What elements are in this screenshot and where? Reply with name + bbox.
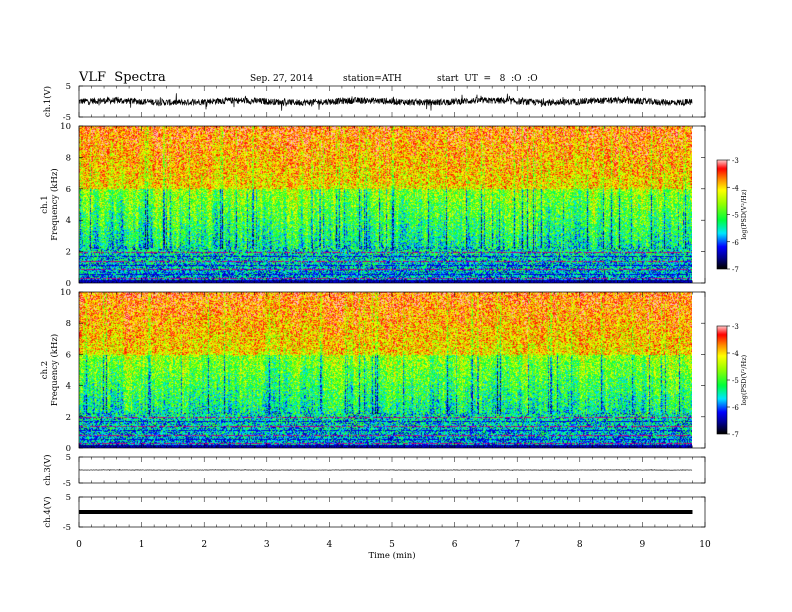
ch1-spectrogram-colorbar (717, 160, 727, 269)
ch1-spectrogram-colorbar-label: -4 (732, 184, 739, 192)
plot-title: VLF Spectra (79, 70, 166, 85)
x-tick-label: 7 (514, 540, 520, 550)
ch2-spectrogram-y-tick-label: 8 (66, 319, 71, 329)
station-label: station=ATH (343, 74, 402, 84)
ch2-spectrogram-y-tick-label: 4 (66, 382, 71, 392)
ch1-waveform-y-tick-label: 5 (66, 82, 71, 92)
ch2-spectrogram-colorbar-label: -5 (732, 377, 739, 385)
ch3-waveform-ylabel: ch.3(V) (42, 454, 53, 485)
ch3-waveform-y-tick-label: 5 (66, 453, 71, 463)
ch1-spectrogram-colorbar-label: -7 (732, 266, 739, 274)
ch1-waveform-ylabel: ch.1(V) (42, 86, 53, 117)
axes-group: 5 -5 ch.1(V) -3 -4 -5 -6 -7 log(PSD(V²/Hz) 0 2 4 6 8 1… (40, 82, 748, 561)
ch4-waveform-ylabel: ch.4(V) (42, 496, 53, 527)
ch2-spectrogram-colorbar-label: -4 (732, 350, 739, 358)
x-tick-label: 3 (264, 540, 270, 550)
ch4-waveform-y-tick-label: 5 (66, 493, 71, 503)
ch2-spectrogram-y-tick-label: 6 (66, 350, 71, 360)
date-label: Sep. 27, 2014 (250, 74, 314, 84)
ch1-spectrogram-y-tick-label: 2 (66, 248, 71, 258)
ch1-waveform-y-tick-label: -5 (63, 113, 71, 123)
ch1-spectrogram-y-tick-label: 6 (66, 185, 71, 195)
ch1-spectrogram-image (79, 126, 692, 283)
start-time-label: start UT = 8 :O :O (437, 74, 538, 84)
x-tick-label: 0 (76, 540, 82, 550)
x-tick-label: 1 (139, 540, 145, 550)
x-tick-label: 10 (699, 540, 711, 550)
ch2-spectrogram-image (79, 292, 692, 448)
ch1-spectrogram-channel-label: ch.1 (40, 195, 50, 213)
ch2-spectrogram-colorbar-title: log(PSD(V²/Hz) (740, 354, 748, 405)
ch2-spectrogram-colorbar-label: -6 (732, 404, 739, 412)
panels-group (78, 93, 693, 514)
x-tick-label: 2 (201, 540, 207, 550)
ch2-spectrogram-y-tick-label: 10 (60, 288, 71, 298)
ch1-spectrogram-y-tick-label: 0 (66, 279, 71, 289)
x-tick-label: 5 (389, 540, 395, 550)
x-tick-label: 4 (327, 540, 333, 550)
ch2-spectrogram-colorbar-label: -3 (732, 323, 739, 331)
ch2-spectrogram-y-tick-label: 2 (66, 413, 71, 423)
ch2-spectrogram-colorbar-label: -7 (732, 431, 739, 439)
ch4-waveform-y-tick-label: -5 (63, 523, 71, 533)
ch3-waveform-trace (78, 468, 693, 472)
ch2-spectrogram-colorbar (717, 326, 727, 434)
ch2-spectrogram-y-tick-label: 0 (66, 444, 71, 454)
ch1-spectrogram-y-tick-label: 4 (66, 216, 71, 226)
ch1-spectrogram-ylabel: Frequency (kHz) (49, 168, 60, 240)
ch4-waveform-trace (79, 510, 693, 514)
x-tick-label: 6 (452, 540, 458, 550)
ch1-spectrogram-colorbar-title: log(PSD(V²/Hz) (740, 189, 748, 240)
ch2-spectrogram-ylabel: Frequency (kHz) (49, 334, 60, 406)
ch1-spectrogram-y-tick-label: 10 (60, 122, 71, 132)
ch3-waveform-y-tick-label: -5 (63, 479, 71, 489)
ch1-spectrogram-colorbar-label: -6 (732, 239, 739, 247)
x-tick-label: 8 (577, 540, 583, 550)
x-axis-label: Time (min) (368, 550, 415, 561)
ch2-spectrogram-channel-label: ch.2 (40, 361, 50, 379)
ch1-spectrogram-y-tick-label: 8 (66, 153, 71, 163)
x-tick-label: 9 (640, 540, 646, 550)
ch1-waveform-trace (78, 93, 693, 111)
ch1-spectrogram-colorbar-label: -3 (732, 157, 739, 165)
ch1-spectrogram-colorbar-label: -5 (732, 212, 739, 220)
